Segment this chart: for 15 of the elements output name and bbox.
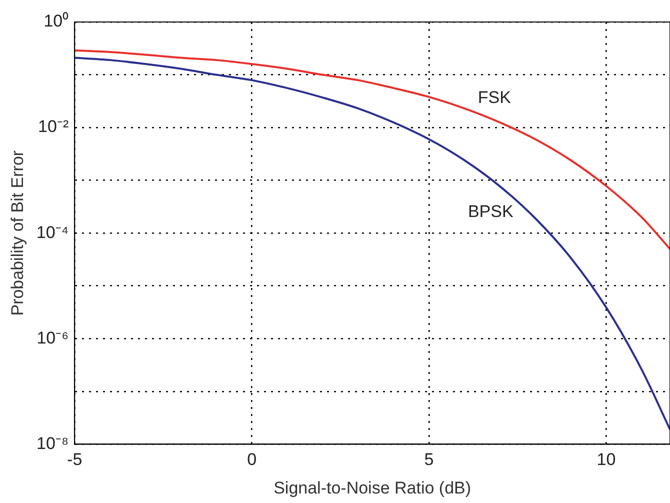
series-label: FSK	[478, 88, 512, 108]
series-label: BPSK	[468, 202, 514, 222]
x-tick-label: 0	[247, 450, 257, 470]
x-tick-label: -5	[67, 450, 82, 470]
x-tick-label: 5	[424, 450, 434, 470]
line-series	[74, 56, 670, 430]
y-tick-label: 10⁻⁶	[36, 328, 69, 348]
y-tick-label: 10⁰	[44, 12, 69, 31]
y-tick-label: 10⁻⁸	[36, 434, 69, 453]
x-tick-label: 10	[596, 450, 616, 470]
line-series	[74, 49, 670, 250]
y-tick-label: 10⁻²	[38, 117, 69, 136]
y-tick-label: 10⁻⁴	[36, 222, 69, 242]
y-axis-title: Probability of Bit Error	[8, 150, 27, 316]
x-axis-title: Signal-to-Noise Ratio (dB)	[274, 478, 472, 498]
